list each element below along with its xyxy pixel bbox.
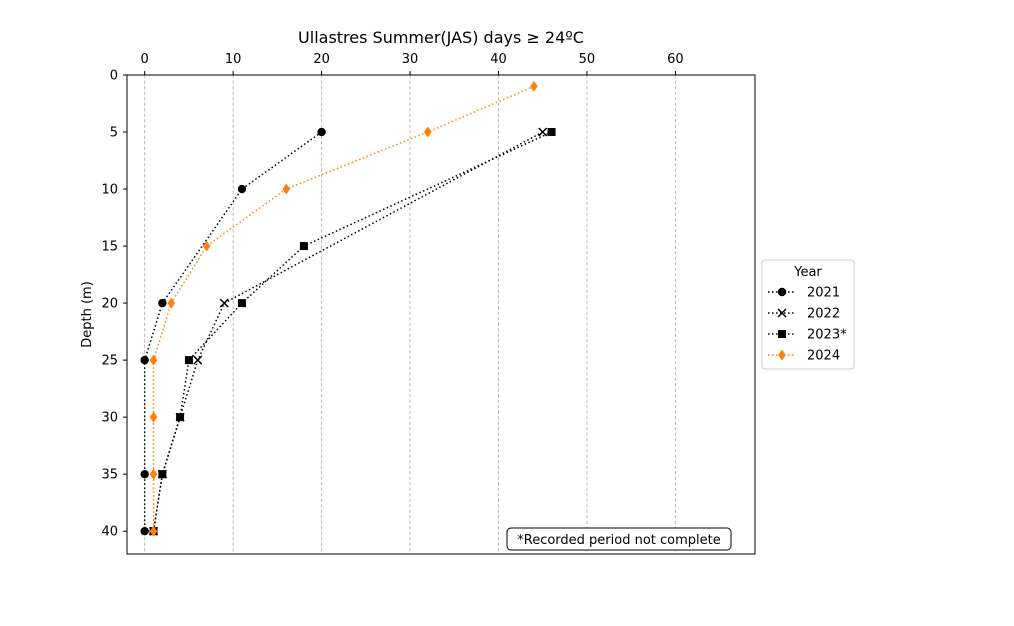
data-point <box>149 468 158 480</box>
annotation-text: *Recorded period not complete <box>517 533 721 548</box>
data-point <box>202 240 211 252</box>
legend-label: 2023* <box>807 328 847 343</box>
legend-entry: 2023* <box>768 328 847 343</box>
legend-entry: 2022 <box>768 307 840 322</box>
data-point <box>140 355 149 365</box>
data-point <box>237 299 246 308</box>
x-tick-label: 20 <box>313 52 330 67</box>
y-tick-label: 20 <box>101 297 118 312</box>
y-tick-label: 5 <box>110 126 118 141</box>
legend-frame <box>761 259 855 370</box>
data-point <box>423 126 432 138</box>
plot-frame <box>126 74 756 555</box>
y-tick-label: 35 <box>101 468 118 483</box>
data-point <box>167 297 176 309</box>
data-point <box>193 355 203 365</box>
x-tick-label: 40 <box>490 52 507 67</box>
data-point <box>538 127 548 137</box>
y-axis-ticks: 0 5 10 15 20 25 30 35 40 <box>101 69 127 540</box>
legend-marker <box>778 330 786 338</box>
data-point <box>547 128 556 137</box>
data-point <box>282 183 291 195</box>
data-point <box>140 469 149 479</box>
data-point <box>219 298 229 308</box>
data-point <box>317 127 326 137</box>
series-layer <box>140 80 556 537</box>
annotation-box: *Recorded period not complete <box>506 527 732 551</box>
legend-entry: 2024 <box>768 349 840 364</box>
x-tick-label: 30 <box>402 52 419 67</box>
legend-marker <box>777 287 787 297</box>
legend-label: 2021 <box>807 286 840 301</box>
x-tick-label: 10 <box>225 52 242 67</box>
y-tick-label: 15 <box>101 240 118 255</box>
data-point <box>530 80 538 92</box>
data-point <box>184 356 193 365</box>
data-point <box>149 354 158 366</box>
data-point <box>158 470 167 479</box>
y-axis-label: Depth (m) <box>80 281 95 348</box>
series-2021 <box>140 127 326 536</box>
data-point <box>149 411 158 423</box>
x-tick-label: 50 <box>579 52 596 67</box>
legend-label: 2022 <box>807 307 840 322</box>
y-tick-label: 40 <box>101 525 118 540</box>
series-line <box>143 131 323 532</box>
chart-title: Ullastres Summer(JAS) days ≥ 24ºC <box>298 28 584 47</box>
data-point <box>299 242 308 251</box>
y-tick-label: 25 <box>101 354 118 369</box>
legend-marker <box>777 308 787 318</box>
x-axis-ticks: 0 10 20 30 40 50 60 <box>141 52 684 75</box>
legend-marker <box>778 349 786 361</box>
data-point <box>149 525 158 537</box>
data-point <box>237 184 247 194</box>
legend-label: 2024 <box>807 349 840 364</box>
legend-entries: 2021 2022 2023* 2024 <box>768 286 847 364</box>
x-tick-label: 0 <box>141 52 149 67</box>
legend-entry: 2021 <box>768 286 840 301</box>
y-tick-label: 10 <box>101 183 118 198</box>
series-2024 <box>149 80 538 537</box>
legend-title: Year <box>793 265 822 280</box>
legend: Year 2021 2022 2023* 2024 <box>761 259 855 370</box>
data-point <box>140 526 149 536</box>
data-point <box>176 413 185 422</box>
x-tick-label: 60 <box>667 52 684 67</box>
series-line <box>152 131 544 532</box>
y-tick-label: 0 <box>110 69 118 84</box>
annotation-frame <box>506 527 732 551</box>
y-tick-label: 30 <box>101 411 118 426</box>
grid-layer <box>144 75 676 554</box>
data-point <box>158 298 167 308</box>
